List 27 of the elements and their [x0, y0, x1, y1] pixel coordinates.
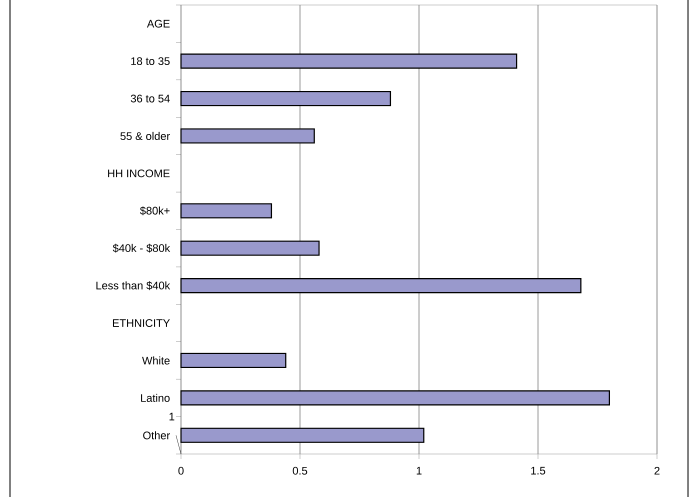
y-tick-label: Latino — [141, 394, 170, 402]
bar — [180, 278, 582, 294]
bar — [180, 128, 315, 144]
x-tick-label: 2 — [654, 466, 660, 475]
text: 1 — [170, 412, 174, 420]
bar — [180, 390, 610, 406]
y-tick-label: 18 to 35 — [131, 57, 170, 66]
y-tick-label: White — [142, 356, 170, 365]
y-tick-label: HH INCOME — [108, 169, 170, 178]
x-tick-label: 1 — [416, 466, 422, 474]
bar — [180, 54, 518, 69]
x-tick-label: 0.5 — [292, 466, 308, 475]
y-tick-label: 55 & older — [120, 132, 170, 140]
bar — [180, 240, 320, 256]
x-tick-label: 0 — [178, 466, 184, 475]
y-tick-label: $80k+ — [140, 206, 170, 216]
y-tick-label: 36 to 54 — [130, 94, 170, 102]
y-tick-label: $40k - $80k — [112, 244, 170, 253]
y-tick-label: Other — [143, 431, 170, 440]
bar — [180, 203, 272, 218]
bar — [180, 352, 286, 368]
y-tick-label: Less than $40k — [96, 281, 170, 290]
y-tick-label: ETHNICITY — [112, 319, 170, 327]
x-tick-label: 1.5 — [531, 466, 546, 475]
bar — [180, 90, 392, 106]
y-tick-label: AGE — [146, 20, 170, 28]
bar — [180, 428, 424, 443]
